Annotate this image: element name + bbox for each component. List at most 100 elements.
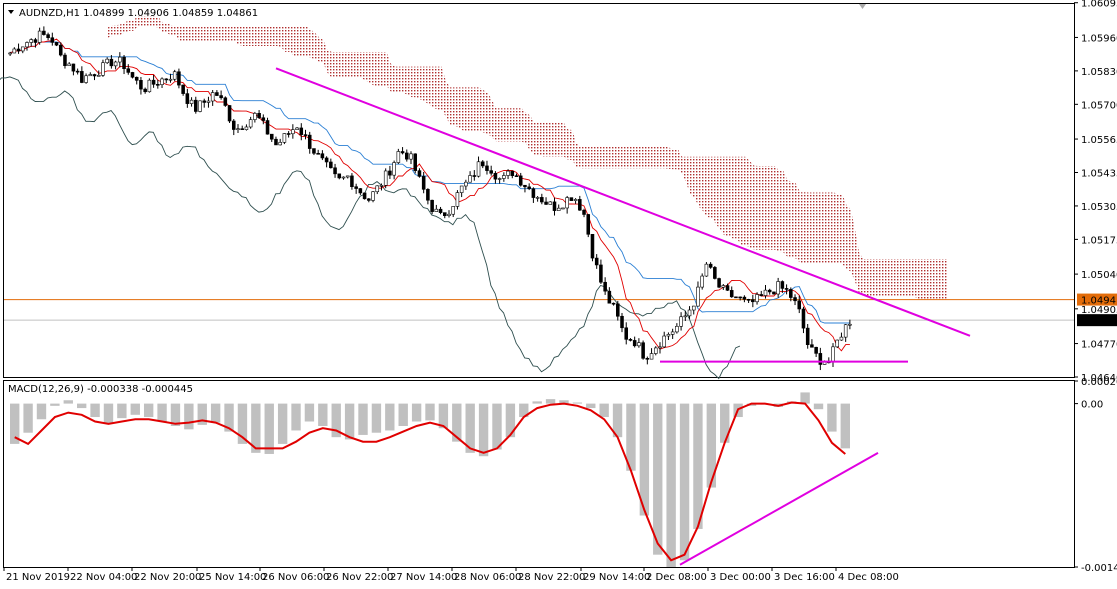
candle-body [194,99,198,112]
cloud-area [108,16,948,299]
candle-body [236,128,240,130]
candle-body [696,286,700,307]
scroll-marker-icon[interactable] [859,4,866,9]
candle-body [717,278,721,288]
macd-histogram-bar [184,403,194,430]
candle-body [708,263,713,268]
y-tick-label: 1.05305 [1081,202,1117,213]
candle-body [113,61,118,67]
macd-histogram-bar [478,403,489,457]
candle-body [312,148,316,154]
y-tick-label: 1.05960 [1081,33,1117,44]
macd-histogram-bar [224,403,234,432]
candle-body [455,192,460,207]
candle-body [58,44,63,56]
candle-body [438,208,443,213]
candle-body [675,326,679,333]
macd-histogram-bar [371,403,382,433]
macd-histogram-bar [586,403,596,409]
y-tick-label: 1.06095 [1081,0,1117,10]
macd-histogram-bar [505,403,516,438]
candle-body [244,126,249,130]
candle-body [151,79,156,85]
candle-body [586,214,591,235]
candle-body [797,300,802,310]
candle-body [92,74,97,77]
macd-indicator-label: MACD(12,26,9) -0.000338 -0.000445 [8,384,193,395]
candle-body [299,127,304,135]
candle-body [476,161,481,177]
candle-body [67,63,71,66]
candle-body [240,128,244,130]
price-trend-lines [275,67,971,363]
candle-body [134,76,139,81]
candle-body [46,34,50,39]
macd-y-tick-label: 0.00 [1081,400,1103,411]
candle-body [219,95,223,99]
price-tag-label: 1.04861 [1081,316,1117,327]
candle-body [666,334,671,337]
macd-histogram-bar [23,403,33,433]
macd-histogram-bar [291,403,301,431]
chikou-line [0,76,741,380]
candle-body [29,39,33,43]
candle-body [88,74,93,77]
candle-body [493,172,498,180]
candle-body [274,138,278,146]
candle-body [84,75,88,83]
candle-body [607,290,612,304]
tenkan-sen [9,38,850,352]
macd-histogram-bar [143,403,154,418]
candle-body [316,153,320,155]
macd-histogram-bar [90,403,100,418]
candle-body [624,327,629,340]
candle-body [126,68,131,73]
candle-body [506,170,510,176]
macd-histogram-bar [438,403,449,429]
candle-body [780,281,785,289]
candle-body [160,78,164,85]
macd-signal-path [14,401,846,562]
candle-body [683,315,688,318]
candle-body [738,296,742,299]
candle-body [464,181,468,187]
candle-body [835,339,840,348]
macd-histogram-bar [693,403,703,529]
candle-body [388,170,392,176]
candle-body [96,75,101,77]
macd-histogram-bar [545,399,556,404]
candle-body [616,303,620,317]
candle-body [763,289,768,296]
symbol-header[interactable]: AUDNZD,H1 1.04899 1.04906 1.04859 1.0486… [8,8,258,19]
candle-body [687,309,692,317]
candle-body [25,42,29,48]
macd-histogram-bar [800,392,810,404]
candle-body [814,346,818,354]
candle-body [641,342,645,359]
candle-body [578,199,582,211]
x-tick-label: 29 Nov 14:00 [583,572,650,583]
candle-body [118,56,122,63]
candle-body [784,288,789,290]
candle-body [426,189,430,201]
x-tick-label: 27 Nov 14:00 [390,572,457,583]
dropdown-triangle-icon[interactable] [8,10,14,14]
macd-histogram-bar [36,403,47,420]
candle-body [189,99,194,104]
candle-body [101,62,105,76]
candle-body [535,197,540,199]
candle-body [421,176,426,190]
candle-body [789,289,793,298]
candle-body [468,175,472,183]
macd-histogram-bar [425,403,435,421]
y-tick-label: 1.04770 [1081,340,1117,351]
candle-body [295,127,299,130]
candle-body [810,344,814,348]
macd-histogram-bar [626,403,636,471]
candle-body [105,58,109,64]
candle-body [742,296,747,300]
candle-body [751,299,755,303]
candle-body [540,197,544,203]
horizontal-lines [4,299,1074,321]
